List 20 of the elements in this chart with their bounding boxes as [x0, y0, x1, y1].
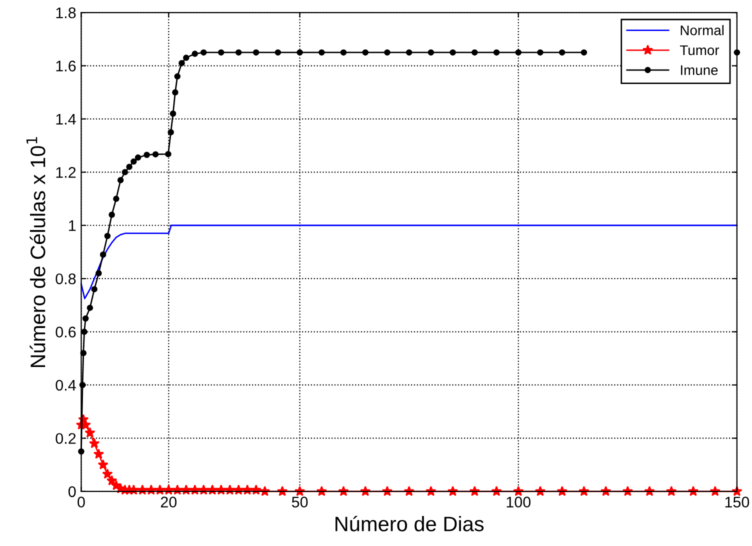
y-tick-label: 1.4: [56, 114, 76, 125]
legend-label: Normal: [680, 25, 724, 36]
y-tick-label: 1.2: [56, 167, 76, 178]
x-tick-label: 0: [78, 496, 85, 508]
y-tick-label: 0.4: [56, 380, 76, 391]
y-tick-label: 0: [68, 486, 76, 498]
y-tick-label: 0.8: [56, 273, 76, 284]
y-tick-label: 0.2: [56, 433, 76, 444]
x-tick-label: 150: [725, 496, 750, 508]
x-tick-label: 50: [292, 496, 308, 508]
x-tick-label: 100: [506, 496, 531, 508]
y-tick-label: 1.8: [56, 7, 76, 18]
y-tick-label: 1: [69, 220, 76, 231]
x-tick-label: 20: [160, 496, 177, 508]
y-tick-label: 1.6: [56, 60, 76, 72]
y-axis-title: Número de Células x 10$^{1}$: [26, 137, 46, 368]
legend-label: Imune: [680, 65, 718, 76]
legend-label: Tumor: [680, 45, 720, 56]
y-tick-label: 0.6: [56, 326, 76, 338]
x-axis-title: Número de Dias: [336, 516, 484, 532]
